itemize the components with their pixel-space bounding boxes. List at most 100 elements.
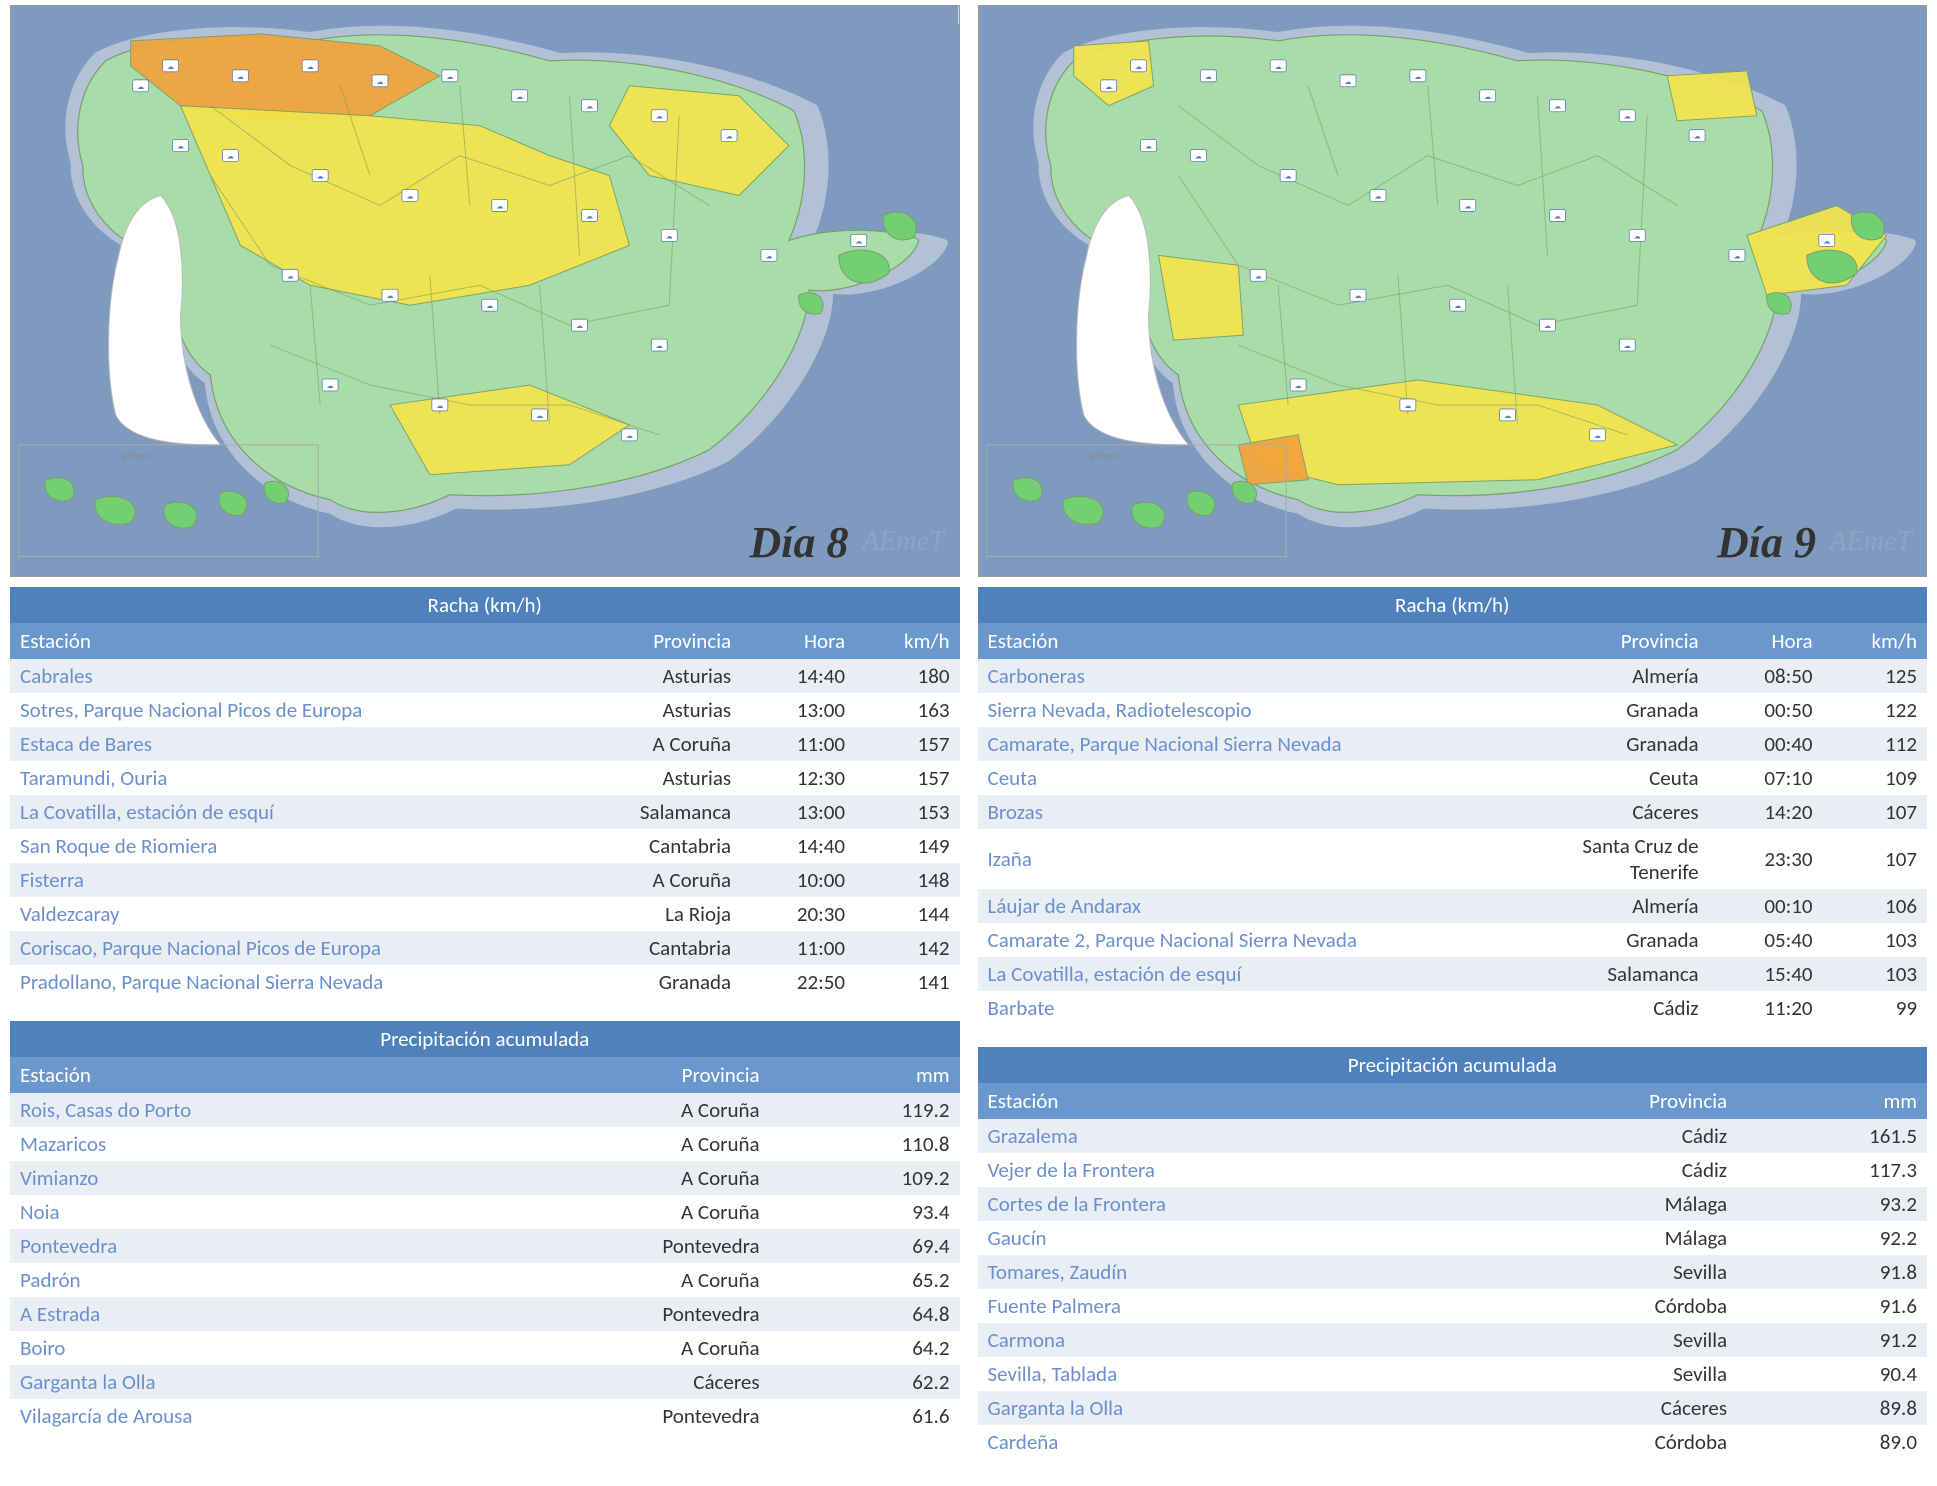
svg-text:☁: ☁ — [1623, 112, 1630, 121]
province-cell: Málaga — [1500, 1187, 1737, 1221]
day-label: Día 9 — [1717, 517, 1816, 568]
province-cell: Santa Cruz de Tenerife — [1500, 829, 1709, 889]
table-row: CardeñaCórdoba89.0 — [978, 1425, 1928, 1459]
value-cell: 112 — [1823, 727, 1927, 761]
table-row: Sevilla, TabladaSevilla90.4 — [978, 1357, 1928, 1391]
table-row: PadrónA Coruña65.2 — [10, 1263, 960, 1297]
station-cell: Cardeña — [978, 1425, 1500, 1459]
table-row: Coriscao, Parque Nacional Picos de Europ… — [10, 931, 960, 965]
value-cell: 08:50 — [1709, 659, 1823, 693]
day-label: Día 8 — [750, 517, 849, 568]
province-cell: A Coruña — [532, 1263, 769, 1297]
svg-text:☁: ☁ — [536, 411, 543, 420]
table-row: CarmonaSevilla91.2 — [978, 1323, 1928, 1357]
svg-text:☁: ☁ — [1733, 251, 1740, 260]
table-row: BoiroA Coruña64.2 — [10, 1331, 960, 1365]
province-cell: Málaga — [1500, 1221, 1737, 1255]
svg-text:☁: ☁ — [237, 72, 244, 81]
column-header: Provincia — [1500, 1083, 1737, 1119]
column-header: km/h — [1823, 623, 1927, 659]
value-cell: 13:00 — [741, 693, 855, 727]
province-cell: Asturias — [532, 659, 741, 693]
svg-text:☁: ☁ — [327, 381, 334, 390]
province-cell: Córdoba — [1500, 1425, 1737, 1459]
station-cell: La Covatilla, estación de esquí — [10, 795, 532, 829]
svg-text:☁: ☁ — [516, 92, 523, 101]
station-cell: Grazalema — [978, 1119, 1500, 1153]
province-cell: Córdoba — [1500, 1289, 1737, 1323]
table-title: Racha (km/h) — [978, 587, 1928, 623]
province-cell: Cáceres — [1500, 1391, 1737, 1425]
value-cell: 103 — [1823, 957, 1927, 991]
svg-text:☁: ☁ — [1693, 132, 1700, 141]
svg-text:☁: ☁ — [387, 291, 394, 300]
station-cell: Camarate 2, Parque Nacional Sierra Nevad… — [978, 923, 1500, 957]
value-cell: 00:40 — [1709, 727, 1823, 761]
province-cell: Cádiz — [1500, 1153, 1737, 1187]
aemet-logo: AEmeT — [862, 526, 944, 558]
table-row: ValdezcarayLa Rioja20:30144 — [10, 897, 960, 931]
value-cell: 61.6 — [770, 1399, 960, 1433]
province-cell: Cáceres — [1500, 795, 1709, 829]
station-cell: Sotres, Parque Nacional Picos de Europa — [10, 693, 532, 727]
province-cell: La Rioja — [532, 897, 741, 931]
station-cell: Cabrales — [10, 659, 532, 693]
weather-map: HOY 09,08hop 06:44Z 20240209064207_r_sig… — [978, 5, 1928, 577]
value-cell: 91.8 — [1737, 1255, 1927, 1289]
station-cell: A Estrada — [10, 1297, 532, 1331]
province-cell: Granada — [1500, 693, 1709, 727]
table-row: Camarate 2, Parque Nacional Sierra Nevad… — [978, 923, 1928, 957]
column-header: Hora — [741, 623, 855, 659]
table-row: Fuente PalmeraCórdoba91.6 — [978, 1289, 1928, 1323]
station-cell: Garganta la Olla — [978, 1391, 1500, 1425]
table-row: BarbateCádiz11:2099 — [978, 991, 1928, 1025]
svg-text:☁: ☁ — [1543, 321, 1550, 330]
station-cell: Fisterra — [10, 863, 532, 897]
value-cell: 122 — [1823, 693, 1927, 727]
value-cell: 163 — [855, 693, 959, 727]
svg-text:☁: ☁ — [307, 62, 314, 71]
province-cell: Cádiz — [1500, 1119, 1737, 1153]
value-cell: 14:40 — [741, 829, 855, 863]
value-cell: 93.2 — [1737, 1187, 1927, 1221]
svg-text:☁: ☁ — [1404, 401, 1411, 410]
station-cell: Láujar de Andarax — [978, 889, 1500, 923]
province-cell: Granada — [532, 965, 741, 999]
station-cell: Vejer de la Frontera — [978, 1153, 1500, 1187]
station-cell: Mazaricos — [10, 1127, 532, 1161]
table-row: Pradollano, Parque Nacional Sierra Nevad… — [10, 965, 960, 999]
table-row: La Covatilla, estación de esquíSalamanca… — [978, 957, 1928, 991]
station-cell: Sierra Nevada, Radiotelescopio — [978, 693, 1500, 727]
station-cell: Camarate, Parque Nacional Sierra Nevada — [978, 727, 1500, 761]
value-cell: 125 — [1823, 659, 1927, 693]
table-row: Garganta la OllaCáceres62.2 — [10, 1365, 960, 1399]
value-cell: 93.4 — [770, 1195, 960, 1229]
value-cell: 180 — [855, 659, 959, 693]
value-cell: 107 — [1823, 829, 1927, 889]
table-row: CabralesAsturias14:40180 — [10, 659, 960, 693]
svg-text:☁: ☁ — [1274, 62, 1281, 71]
station-cell: Boiro — [10, 1331, 532, 1365]
svg-text:☁: ☁ — [406, 191, 413, 200]
column-header: Provincia — [1500, 623, 1709, 659]
value-cell: 149 — [855, 829, 959, 863]
value-cell: 90.4 — [1737, 1357, 1927, 1391]
svg-text:☁: ☁ — [855, 236, 862, 245]
svg-text:07hoc: 07hoc — [121, 452, 151, 463]
table-title: Racha (km/h) — [10, 587, 960, 623]
table-row: Taramundi, OuriaAsturias12:30157 — [10, 761, 960, 795]
province-cell: Cádiz — [1500, 991, 1709, 1025]
table-row: Garganta la OllaCáceres89.8 — [978, 1391, 1928, 1425]
value-cell: 103 — [1823, 923, 1927, 957]
value-cell: 64.8 — [770, 1297, 960, 1331]
value-cell: 69.4 — [770, 1229, 960, 1263]
value-cell: 91.2 — [1737, 1323, 1927, 1357]
province-cell: Cantabria — [532, 829, 741, 863]
table-row: PontevedraPontevedra69.4 — [10, 1229, 960, 1263]
value-cell: 00:10 — [1709, 889, 1823, 923]
svg-text:☁: ☁ — [1254, 271, 1261, 280]
station-cell: San Roque de Riomiera — [10, 829, 532, 863]
column-header: Estación — [978, 1083, 1500, 1119]
value-cell: 15:40 — [1709, 957, 1823, 991]
value-cell: 20:30 — [741, 897, 855, 931]
